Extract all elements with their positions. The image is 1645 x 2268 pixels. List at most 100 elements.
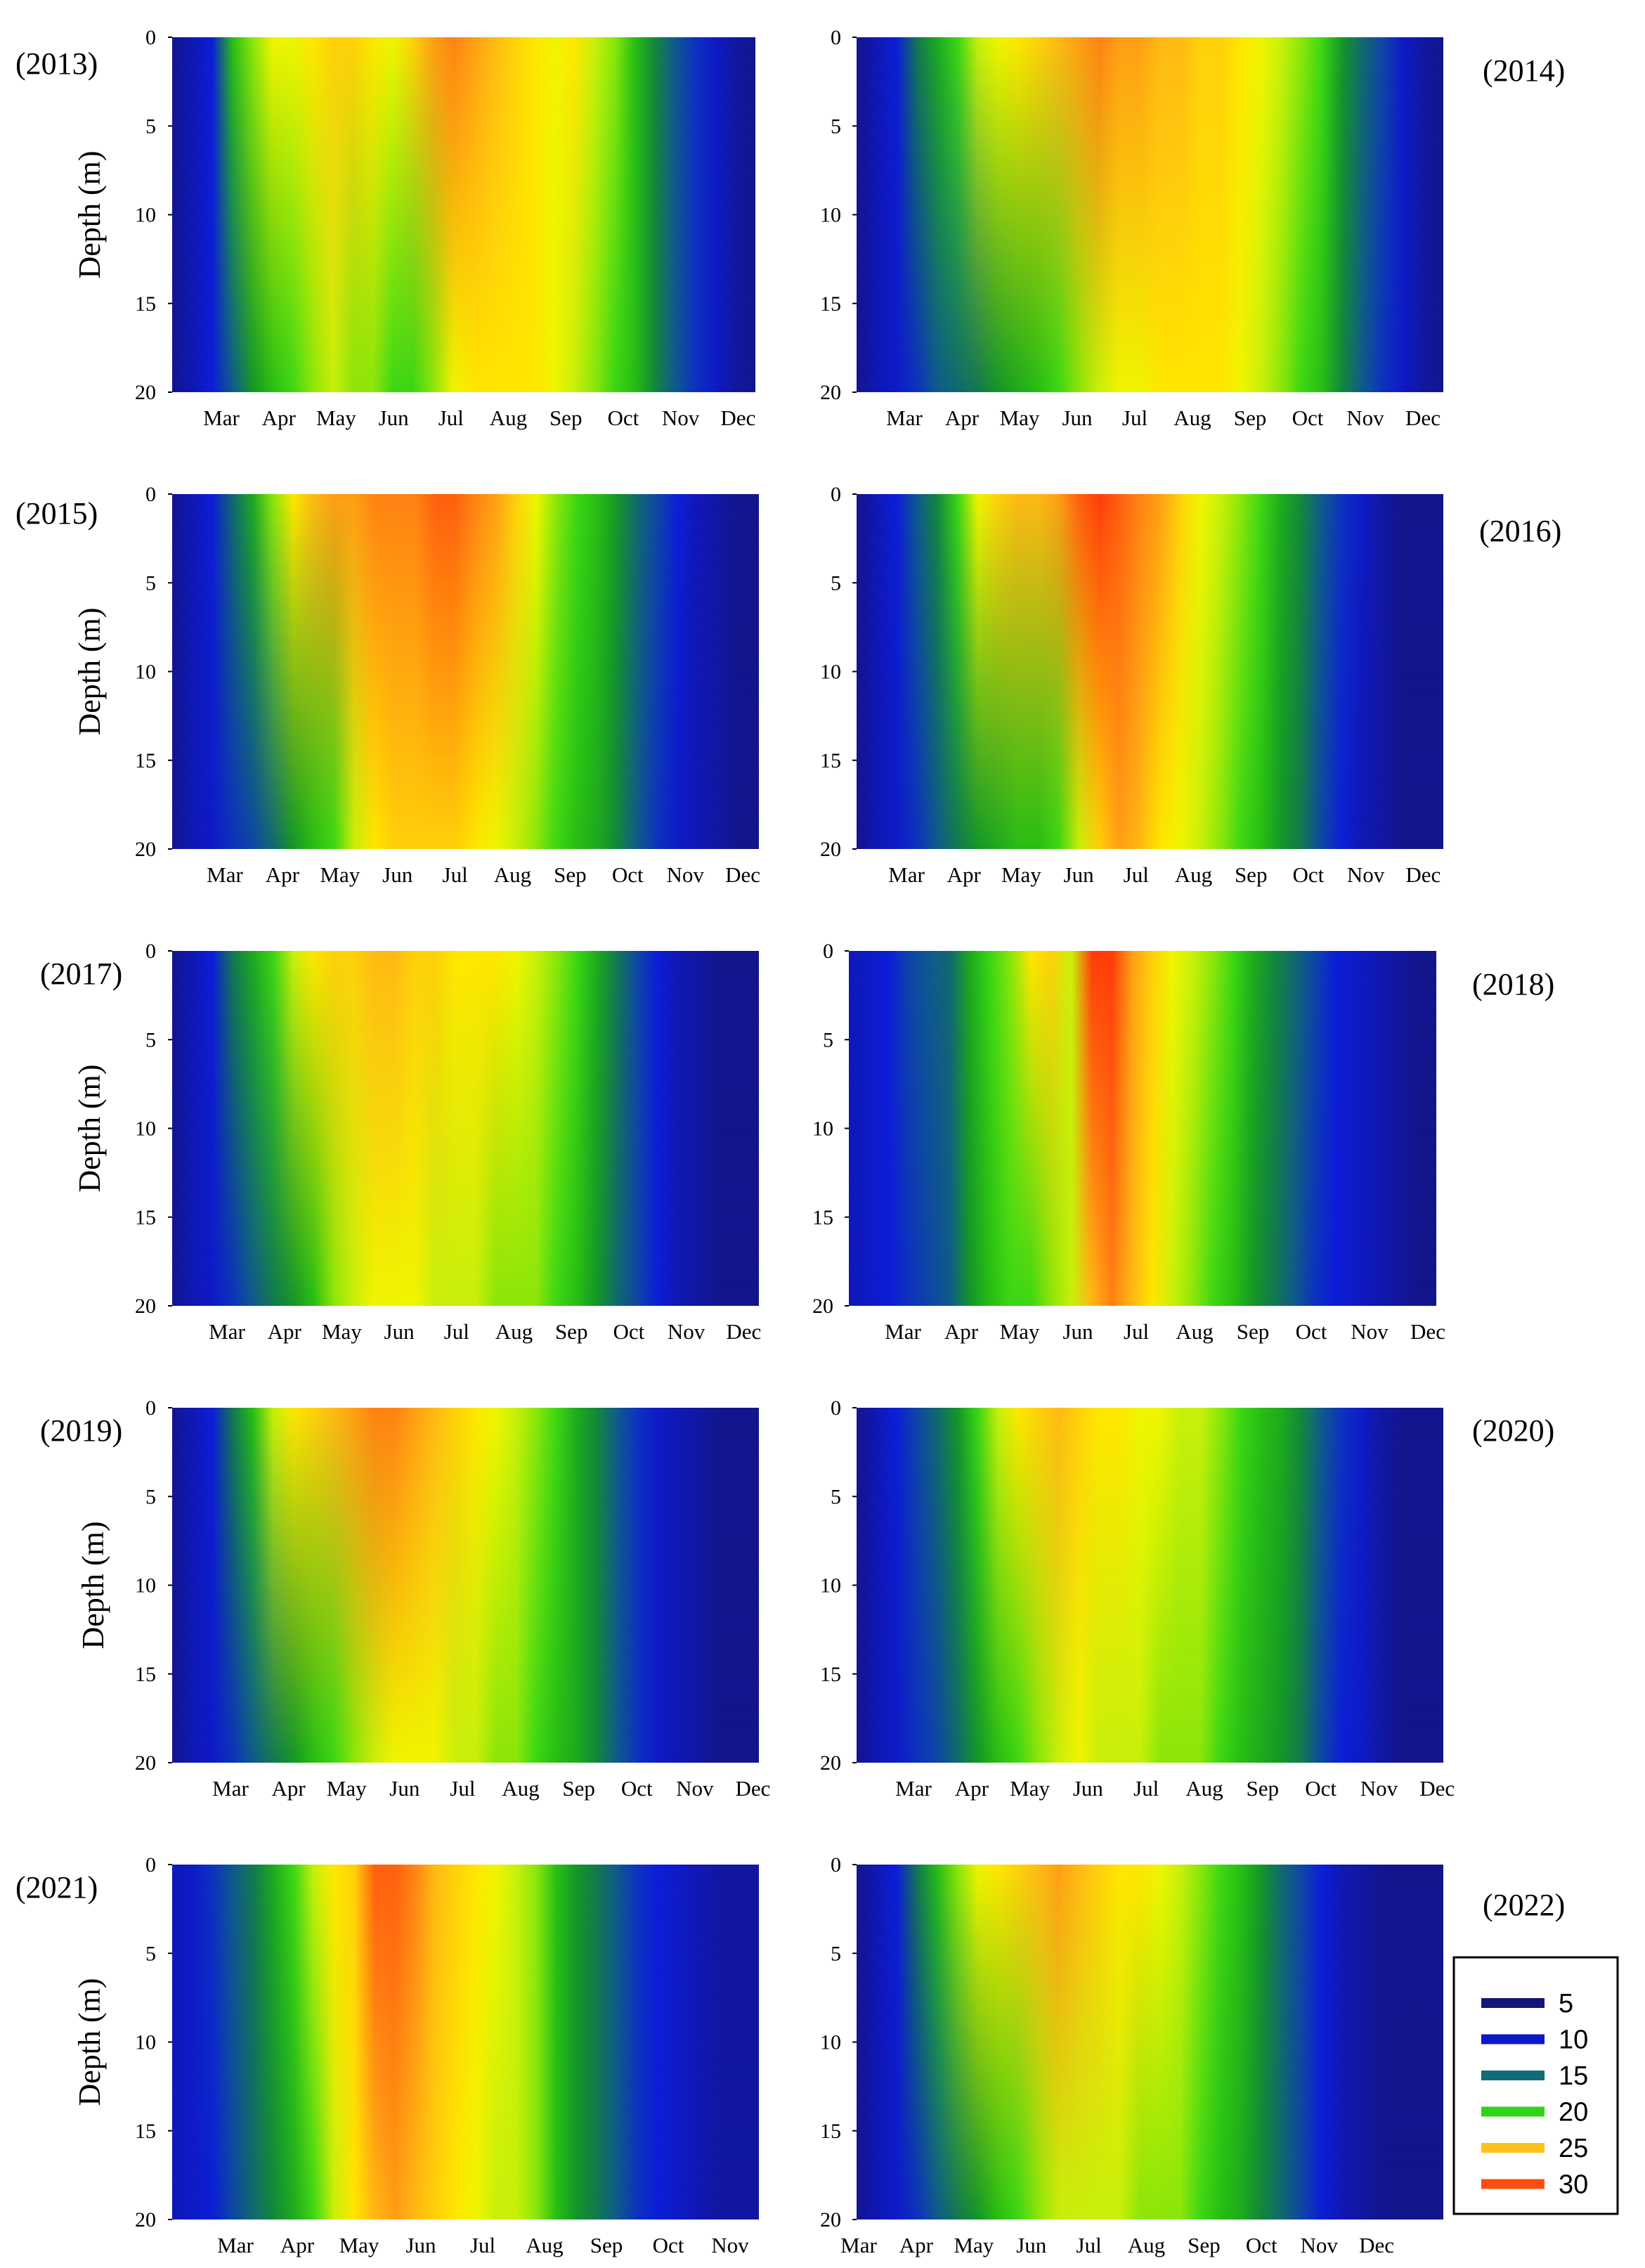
y-tick-label: 15 — [135, 1663, 156, 1686]
y-tick-label: 10 — [135, 661, 156, 684]
x-tick-label: Apr — [947, 862, 982, 887]
y-tick-label: 10 — [820, 661, 841, 684]
x-tick-label: Nov — [662, 406, 700, 430]
x-tick-label: Sep — [1237, 1319, 1270, 1344]
panel-6: 0 5 10 15 20 Mar Apr May Jun Jul Aug Sep Oct Nov Dec (2… — [812, 940, 1554, 1344]
panel-8: 0 5 10 15 20 Mar Apr May Jun Jul Aug Sep Oct Nov Dec (2… — [820, 1397, 1554, 1801]
x-tick-label: Oct — [1292, 406, 1324, 430]
x-tick-label: Sep — [1234, 406, 1267, 430]
x-tick-label: Jul — [443, 862, 468, 887]
x-tick-label: Aug — [502, 1776, 539, 1801]
x-tick-label: Jul — [1077, 2233, 1102, 2257]
y-tick-label: 10 — [135, 1574, 156, 1598]
x-tick-label: May — [339, 2233, 379, 2257]
x-tick-label: Jun — [1073, 1776, 1104, 1801]
x-tick-label: Apr — [944, 1319, 979, 1344]
x-tick-label: Aug — [526, 2233, 563, 2257]
x-tick-label: Oct — [1293, 862, 1325, 887]
legend: 5 10 15 20 25 30 — [1452, 1956, 1619, 2215]
panel-5: 0 5 10 15 20 Mar Apr May Jun Jul Aug Sep Oct Nov Dec De… — [40, 940, 761, 1344]
y-tick-label: 10 — [812, 1117, 833, 1141]
y-tick-label: 15 — [135, 1206, 156, 1229]
y-tick-label: 20 — [820, 381, 841, 404]
y-tick-label: 15 — [820, 1663, 841, 1686]
x-tick-label: Apr — [268, 1319, 302, 1344]
y-tick-label: 0 — [145, 483, 156, 506]
x-tick-label: May — [320, 862, 360, 887]
x-tick-label: Sep — [554, 862, 587, 887]
x-tick-label: Jul — [1122, 406, 1147, 430]
x-tick-label: Aug — [1176, 1319, 1213, 1344]
x-tick-label: Mar — [203, 406, 240, 430]
heatmap-surface-layer — [172, 494, 759, 849]
x-tick-label: Jul — [470, 2233, 495, 2257]
x-tick-label: Oct — [621, 1776, 653, 1801]
panel-title: (2015) — [15, 496, 98, 531]
x-tick-label: Sep — [590, 2233, 623, 2257]
y-tick-label: 5 — [831, 1485, 841, 1508]
y-axis-label: Depth (m) — [72, 150, 107, 278]
y-tick-label: 15 — [812, 1206, 833, 1229]
x-tick-label: May — [316, 406, 356, 430]
x-tick-label: Oct — [1246, 2233, 1277, 2257]
x-tick-label: Jul — [1133, 1776, 1159, 1801]
panel-title: (2020) — [1472, 1413, 1554, 1448]
y-tick-label: 10 — [820, 1574, 841, 1598]
x-tick-label: Jun — [1062, 406, 1093, 430]
y-tick-label: 15 — [820, 292, 841, 316]
y-tick-label: 10 — [820, 2031, 841, 2054]
heatmap-surface-layer — [857, 1408, 1443, 1763]
x-tick-label: Jun — [405, 2233, 436, 2257]
x-tick-label: Apr — [271, 1776, 306, 1801]
legend-label: 20 — [1559, 2098, 1588, 2127]
y-tick-label: 20 — [135, 1751, 156, 1775]
x-tick-label: Oct — [608, 406, 639, 430]
x-tick-label: May — [322, 1319, 362, 1344]
x-tick-label: Oct — [613, 1319, 645, 1344]
x-tick-label: Dec — [726, 1319, 761, 1344]
x-tick-label: Mar — [886, 406, 923, 430]
y-tick-label: 0 — [831, 26, 841, 49]
x-tick-label: Mar — [895, 1776, 932, 1801]
y-tick-label: 0 — [145, 26, 156, 49]
x-tick-label: Dec — [720, 406, 755, 430]
y-tick-label: 20 — [135, 2208, 156, 2231]
x-tick-label: Apr — [955, 1776, 989, 1801]
y-tick-label: 0 — [823, 940, 833, 963]
panel-title: (2018) — [1472, 967, 1554, 1002]
y-tick-label: 0 — [145, 940, 156, 963]
y-tick-label: 0 — [145, 1397, 156, 1420]
heatmap-surface-layer — [849, 951, 1436, 1306]
legend-label: 15 — [1559, 2061, 1588, 2091]
heatmap-surface-layer — [172, 37, 755, 392]
y-tick-label: 15 — [135, 2120, 156, 2143]
y-tick-label: 20 — [135, 838, 156, 861]
x-tick-label: Nov — [668, 1319, 706, 1344]
y-axis-label: Depth (m) — [72, 1978, 107, 2106]
y-tick-label: 10 — [135, 1117, 156, 1141]
x-tick-label: Oct — [612, 862, 644, 887]
y-tick-label: 20 — [820, 1751, 841, 1775]
y-tick-label: 20 — [135, 381, 156, 404]
panels-layer: 0 5 10 15 20 Mar Apr May Jun Jul Aug Sep Oct Nov Dec De… — [15, 26, 1565, 2257]
x-tick-label: Nov — [676, 1776, 714, 1801]
panel-7: 0 5 10 15 20 Mar Apr May Jun Jul Aug Sep Oct Nov Dec De… — [40, 1397, 770, 1801]
heatmap-surface-layer — [857, 1865, 1443, 2220]
y-tick-label: 15 — [135, 749, 156, 772]
x-tick-label: Aug — [494, 862, 531, 887]
x-tick-label: Sep — [1247, 1776, 1280, 1801]
y-tick-label: 0 — [831, 1853, 841, 1877]
y-tick-label: 15 — [135, 292, 156, 316]
x-tick-label: Jun — [1064, 862, 1095, 887]
x-tick-label: Dec — [725, 862, 760, 887]
heatmap-surface-layer — [857, 37, 1443, 392]
x-tick-label: Mar — [217, 2233, 254, 2257]
x-tick-label: Mar — [212, 1776, 249, 1801]
x-tick-label: Mar — [207, 862, 243, 887]
panel-2: 0 5 10 15 20 Mar Apr May Jun Jul Aug Sep Oct Nov Dec (2… — [820, 26, 1565, 430]
x-tick-label: Jun — [1016, 2233, 1047, 2257]
x-tick-label: Nov — [1346, 406, 1384, 430]
x-tick-label: Oct — [1305, 1776, 1337, 1801]
x-tick-label: Jul — [1124, 862, 1149, 887]
